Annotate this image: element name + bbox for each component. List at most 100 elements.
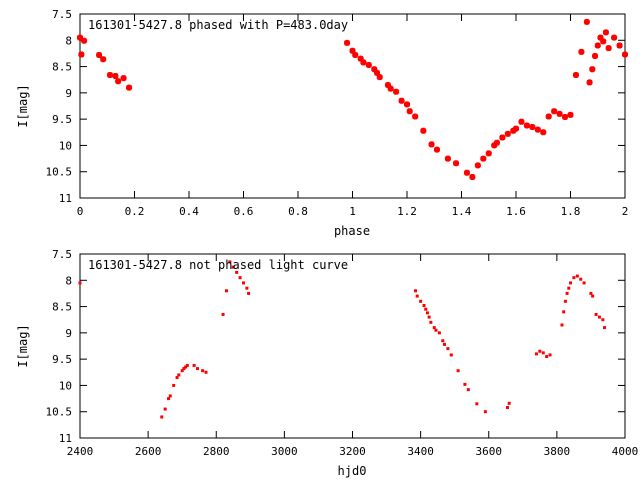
data-point <box>404 101 410 108</box>
data-point <box>611 34 618 41</box>
data-point <box>115 78 122 85</box>
data-point <box>185 363 189 367</box>
data-point <box>474 162 481 169</box>
data-point <box>563 299 567 303</box>
data-point <box>180 369 184 373</box>
data-point <box>602 29 609 36</box>
data-point <box>446 347 450 351</box>
data-point <box>463 382 467 386</box>
data-point <box>605 45 612 52</box>
data-point <box>456 369 460 373</box>
data-point <box>449 353 453 357</box>
data-point <box>463 169 470 176</box>
data-point <box>565 291 569 295</box>
data-point <box>485 150 492 157</box>
data-point <box>434 328 438 332</box>
y-tick-label: 10 <box>59 139 72 152</box>
y-axis: 7.5 8 8.5 9 9.5 10 10.5 11 <box>46 8 625 205</box>
phased-light-curve-panel: 7.5 8 8.5 9 9.5 10 10.5 11 0 0.2 0.4 0.6 0.8 1 1.2 1.4… <box>16 8 628 238</box>
data-point <box>534 126 541 133</box>
data-point <box>433 146 440 153</box>
x-tick-label: 3200 <box>339 445 366 458</box>
data-point <box>204 370 208 374</box>
y-tick-label: 9 <box>65 327 72 340</box>
data-point <box>499 134 506 141</box>
x-tick-label: 3600 <box>476 445 503 458</box>
x-tick-label: 2600 <box>135 445 162 458</box>
data-point <box>393 88 400 95</box>
y-tick-label: 8 <box>65 34 72 47</box>
data-point <box>586 79 593 86</box>
data-point <box>475 402 479 406</box>
data-point <box>579 277 583 281</box>
data-point <box>352 52 359 59</box>
data-point <box>483 410 487 414</box>
chart-title: 161301-5427.8 not phased light curve <box>88 258 348 272</box>
data-point <box>432 326 436 330</box>
data-point <box>442 342 446 346</box>
data-point <box>429 320 433 324</box>
y-tick-label: 9.5 <box>52 113 72 126</box>
x-tick-label: 3400 <box>407 445 434 458</box>
data-point <box>578 48 585 55</box>
data-point <box>556 110 563 117</box>
data-point <box>231 265 235 269</box>
data-point <box>221 312 225 316</box>
y-tick-label: 10.5 <box>46 166 73 179</box>
data-point <box>597 315 601 319</box>
x-tick-label: 0.8 <box>288 205 308 218</box>
x-axis: 0 0.2 0.4 0.6 0.8 1 1.2 1.4 1.6 1.8 2 <box>77 14 628 218</box>
x-tick-label: 1 <box>349 205 356 218</box>
data-point <box>406 108 413 115</box>
data-point <box>247 291 251 295</box>
data-point <box>545 113 552 120</box>
data-point <box>541 351 545 355</box>
data-point <box>96 52 103 59</box>
data-point <box>551 108 558 115</box>
x-tick-label: 1.2 <box>397 205 417 218</box>
data-point <box>603 326 607 330</box>
data-point <box>414 289 418 293</box>
data-point <box>567 111 574 118</box>
y-tick-label: 9 <box>65 87 72 100</box>
data-series <box>78 260 607 419</box>
data-point <box>507 401 511 405</box>
data-series <box>77 18 628 180</box>
data-point <box>575 274 579 278</box>
data-point <box>177 373 181 377</box>
data-point <box>592 53 599 60</box>
data-point <box>224 289 228 293</box>
data-point <box>572 276 576 280</box>
data-point <box>540 129 547 136</box>
data-point <box>425 311 429 315</box>
data-point <box>469 173 476 180</box>
data-point <box>78 281 82 285</box>
data-point <box>601 318 605 322</box>
data-point <box>376 74 383 81</box>
data-point <box>466 388 470 392</box>
data-point <box>589 291 593 295</box>
data-point <box>600 38 607 45</box>
data-point <box>504 130 511 137</box>
data-point <box>365 61 372 68</box>
x-tick-label: 4000 <box>612 445 639 458</box>
data-point <box>567 286 571 290</box>
data-point <box>120 75 127 82</box>
unphased-light-curve-panel: 7.5 8 8.5 9 9.5 10 10.5 11 2400 2600 2800 3000 3200… <box>16 248 638 478</box>
data-point <box>480 155 487 162</box>
data-point <box>534 352 538 356</box>
data-point <box>360 59 367 66</box>
data-point <box>242 281 245 285</box>
data-point <box>441 339 445 343</box>
data-point <box>529 124 536 131</box>
data-point <box>594 312 598 316</box>
y-tick-label: 10.5 <box>46 406 73 419</box>
x-tick-label: 1.8 <box>561 205 581 218</box>
data-point <box>428 141 435 148</box>
data-point <box>175 376 179 380</box>
data-point <box>545 355 549 359</box>
x-tick-label: 2400 <box>67 445 94 458</box>
data-point <box>196 367 200 371</box>
y-tick-label: 9.5 <box>52 353 72 366</box>
data-point <box>562 114 569 121</box>
